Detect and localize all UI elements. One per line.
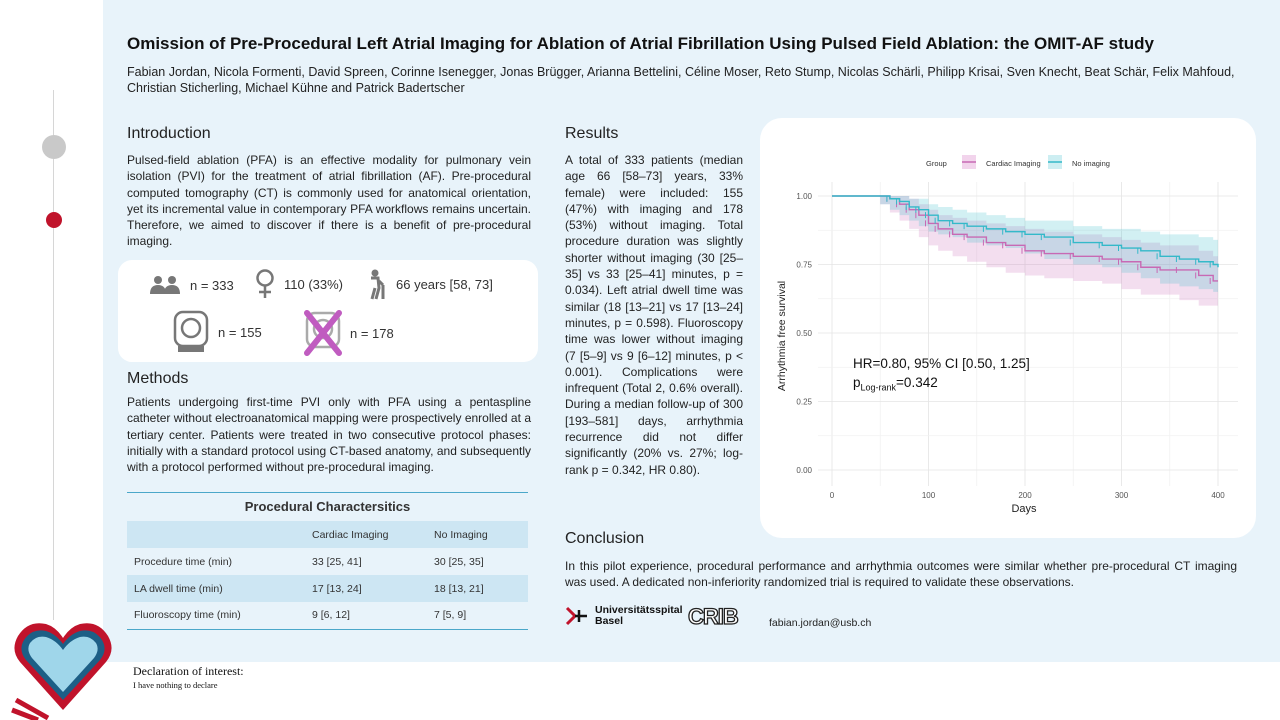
table-header-cell — [127, 521, 305, 548]
left-strip — [0, 0, 112, 720]
y-tick-label: 0.25 — [796, 398, 812, 407]
chart-legend: Group Cardiac Imaging No imaging — [926, 155, 1110, 169]
no-ct-icon — [304, 310, 342, 356]
results-text: A total of 333 patients (median age 66 [… — [565, 153, 743, 477]
conclusion-heading: Conclusion — [565, 530, 645, 547]
km-survival-chart: 0 100 200 300 400 0.00 0.25 0.50 0.75 1.00 Days A… — [776, 155, 1238, 515]
table-row: LA dwell time (min) 17 [13, 24] 18 [13, … — [127, 575, 528, 602]
poster-title: Omission of Pre-Procedural Left Atrial I… — [127, 34, 1154, 53]
introduction-text: Pulsed-field ablation (PFA) is an effect… — [127, 153, 531, 249]
procedural-table: Procedural Charactersitics Cardiac Imagi… — [127, 492, 528, 630]
table-cell: Procedure time (min) — [134, 555, 233, 568]
female-icon — [256, 269, 274, 298]
methods-heading: Methods — [127, 370, 189, 387]
x-tick-label: 400 — [1211, 491, 1225, 500]
table-header-row: Cardiac Imaging No Imaging — [127, 521, 528, 548]
stat-age-value: 66 years [58, 73] — [396, 276, 493, 292]
table-title: Procedural Charactersitics — [244, 499, 411, 514]
chart-tick-labels: 0 100 200 300 400 0.00 0.25 0.50 0.75 1.00 — [796, 192, 1225, 500]
usb-logo-icon — [565, 606, 587, 626]
y-tick-label: 0.00 — [796, 466, 812, 475]
heart-logo-icon — [11, 623, 112, 720]
x-tick-label: 200 — [1018, 491, 1032, 500]
legend-title: Group — [926, 159, 947, 168]
ct-scanner-icon — [173, 310, 209, 352]
cohort-stats-box: n = 333 110 (33%) 66 years [58, 73] n = … — [118, 260, 538, 362]
table-row: Fluoroscopy time (min) 9 [6, 12] 7 [5, 9… — [127, 602, 528, 630]
stat-female: 110 (33%) — [254, 268, 343, 300]
stat-patients: n = 333 — [148, 274, 234, 296]
y-tick-label: 1.00 — [796, 192, 812, 201]
usb-logo-text-2: Basel — [595, 615, 624, 627]
km-chart-card: 0 100 200 300 400 0.00 0.25 0.50 0.75 1.00 Days A… — [760, 118, 1256, 538]
people-icon — [150, 276, 180, 294]
declaration-text: I have nothing to declare — [133, 680, 218, 690]
y-tick-label: 0.50 — [796, 329, 812, 338]
results-heading: Results — [565, 125, 619, 142]
timeline-dot-grey — [42, 135, 66, 159]
y-tick-label: 0.75 — [796, 261, 812, 270]
author-list: Fabian Jordan, Nicola Formenti, David Sp… — [127, 65, 1235, 95]
chart-x-axis-label: Days — [1011, 503, 1037, 515]
table-cell: Fluoroscopy time (min) — [127, 602, 305, 630]
table-header-cell: No Imaging — [427, 521, 528, 548]
contact-email[interactable]: fabian.jordan@usb.ch — [769, 617, 872, 629]
series-line-imaging — [832, 195, 1218, 282]
usb-logo: Universitätsspital Basel — [565, 605, 683, 627]
table-cell: 33 [25, 41] — [312, 555, 362, 568]
stat-imaging: n = 155 — [172, 310, 262, 354]
p-value-annotation: pLog-rank=0.342 — [853, 375, 938, 393]
table-cell: 17 [13, 24] — [305, 575, 427, 602]
hazard-ratio-annotation: HR=0.80, 95% CI [0.50, 1.25] — [853, 356, 1030, 371]
legend-label-imaging: Cardiac Imaging — [986, 159, 1041, 168]
stat-imaging-value: n = 155 — [218, 324, 262, 340]
stat-female-value: 110 (33%) — [284, 276, 344, 292]
timeline-dot-red — [46, 212, 62, 228]
table-header-cell: Cardiac Imaging — [305, 521, 427, 548]
table-cell: 18 [13, 21] — [427, 575, 528, 602]
chart-series-lines — [832, 195, 1219, 284]
conclusion-text: In this pilot experience, procedural per… — [565, 559, 1237, 590]
table-cell: 30 [25, 35] — [434, 555, 484, 568]
stat-age: 66 years [58, 73] — [366, 268, 493, 300]
table-cell: 9 [6, 12] — [305, 602, 427, 630]
stat-patients-value: n = 333 — [190, 277, 234, 293]
methods-text: Patients undergoing first-time PVI only … — [127, 395, 531, 475]
p-prefix: p — [853, 375, 861, 390]
procedural-characteristics-table: Cardiac Imaging No Imaging Procedure tim… — [127, 521, 528, 630]
p-value: =0.342 — [896, 375, 938, 390]
usb-logo-text-1: Universitätsspital — [595, 604, 683, 616]
table-cell: LA dwell time (min) — [127, 575, 305, 602]
table-row: Procedure time (min) 33 [25, 41] 30 [25,… — [127, 548, 528, 575]
introduction-heading: Introduction — [127, 125, 211, 142]
declaration-title: Declaration of interest: — [133, 664, 244, 678]
table-top-rule — [127, 492, 528, 493]
stat-no-imaging-value: n = 178 — [350, 325, 394, 341]
elderly-icon — [370, 269, 385, 300]
x-tick-label: 100 — [922, 491, 936, 500]
p-subscript: Log-rank — [860, 382, 897, 393]
chart-y-axis-label: Arrhythmia free survival — [776, 281, 788, 391]
stat-no-imaging: n = 178 — [304, 310, 394, 356]
crib-logo: CRIB — [687, 603, 739, 629]
x-tick-label: 0 — [830, 491, 835, 500]
x-tick-label: 300 — [1115, 491, 1129, 500]
legend-label-no-imaging: No imaging — [1072, 159, 1110, 168]
table-cell: 7 [5, 9] — [427, 602, 528, 630]
timeline-line — [53, 90, 54, 620]
